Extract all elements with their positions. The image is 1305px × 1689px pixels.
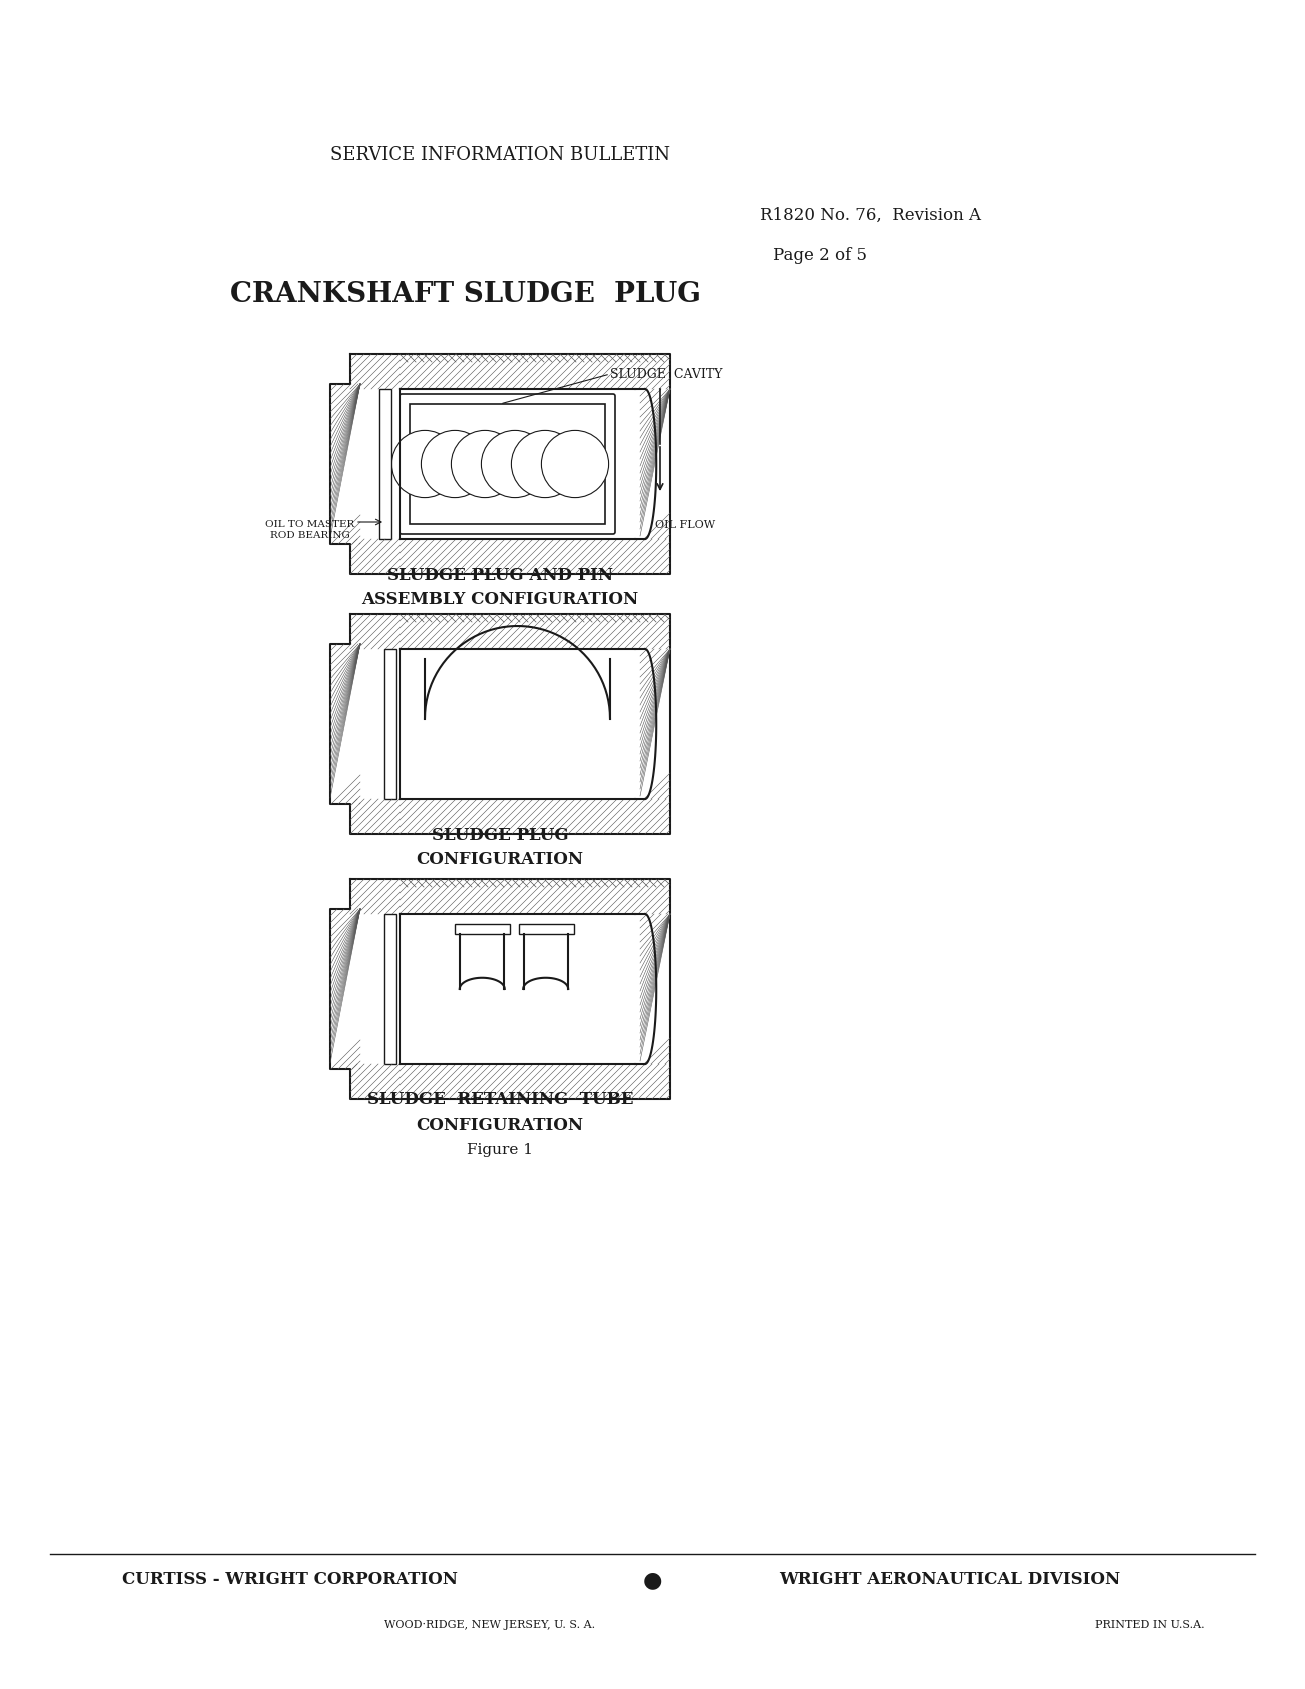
Text: SLUDGE  RETAINING  TUBE: SLUDGE RETAINING TUBE [367,1091,633,1108]
Text: WOOD·RIDGE, NEW JERSEY, U. S. A.: WOOD·RIDGE, NEW JERSEY, U. S. A. [385,1620,595,1628]
Text: CONFIGURATION: CONFIGURATION [416,851,583,868]
Text: ●: ● [642,1569,662,1589]
Text: R1820 No. 76,  Revision A: R1820 No. 76, Revision A [760,206,980,223]
Bar [410,405,606,525]
Bar [384,914,395,1064]
Text: CURTISS - WRIGHT CORPORATION: CURTISS - WRIGHT CORPORATION [123,1571,458,1588]
Circle shape [542,431,608,498]
Text: SLUDGE PLUG AND PIN: SLUDGE PLUG AND PIN [388,566,613,583]
Bar [378,390,392,540]
Text: WRIGHT AERONAUTICAL DIVISION: WRIGHT AERONAUTICAL DIVISION [779,1571,1121,1588]
Bar [518,924,574,934]
Bar [384,650,395,799]
Text: OIL TO MASTER
ROD BEARING: OIL TO MASTER ROD BEARING [265,520,355,539]
Bar [455,924,510,934]
Text: SLUDGE PLUG: SLUDGE PLUG [432,826,568,843]
Circle shape [482,431,548,498]
Text: SERVICE INFORMATION BULLETIN: SERVICE INFORMATION BULLETIN [330,145,669,164]
Text: SLUDGE  CAVITY: SLUDGE CAVITY [609,368,723,382]
Text: OIL FLOW: OIL FLOW [655,520,715,530]
Text: PRINTED IN U.S.A.: PRINTED IN U.S.A. [1095,1620,1205,1628]
Text: Figure 1: Figure 1 [467,1142,532,1157]
Circle shape [392,431,458,498]
Text: ASSEMBLY CONFIGURATION: ASSEMBLY CONFIGURATION [361,591,638,608]
Text: CONFIGURATION: CONFIGURATION [416,1116,583,1133]
Circle shape [422,431,488,498]
Text: Page 2 of 5: Page 2 of 5 [773,247,867,263]
Text: CRANKSHAFT SLUDGE  PLUG: CRANKSHAFT SLUDGE PLUG [230,282,701,309]
Circle shape [512,431,578,498]
Circle shape [452,431,518,498]
